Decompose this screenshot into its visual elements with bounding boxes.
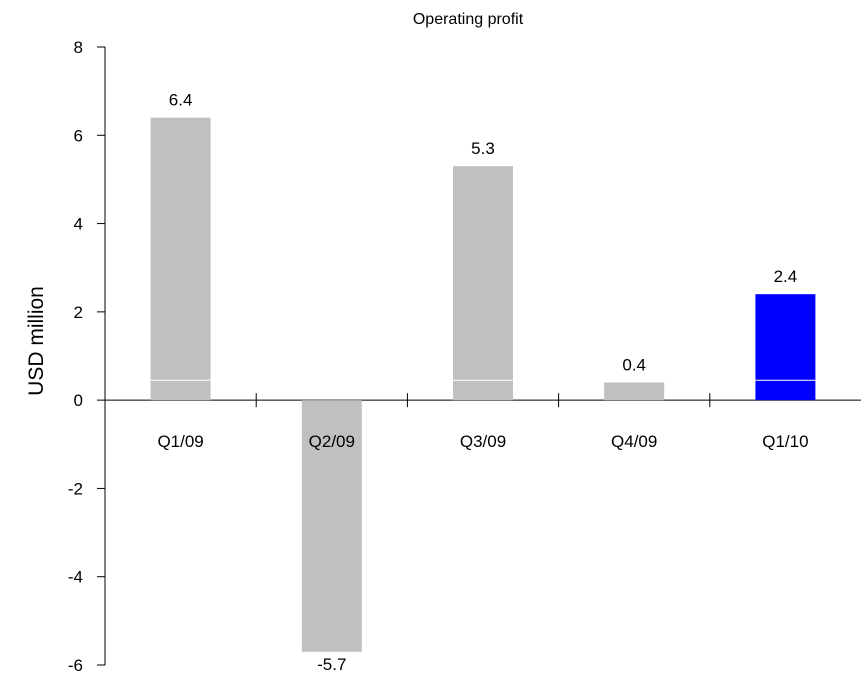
y-tick-label: 4 [74, 215, 83, 234]
y-axis: 8 6 4 2 0 -2 -4 -6 [68, 38, 106, 675]
bar-q1-10 [755, 294, 816, 401]
y-tick-label: -4 [68, 568, 83, 587]
bar-q3-09 [453, 166, 513, 401]
y-tick-label: -2 [68, 479, 83, 498]
y-tick-label: -6 [68, 656, 83, 675]
bar-q4-09 [604, 382, 665, 401]
data-label: 5.3 [471, 139, 495, 158]
category-label: Q3/09 [460, 432, 506, 451]
category-labels-group: Q1/09 Q2/09 Q3/09 Q4/09 Q1/10 [157, 432, 808, 451]
data-label: -5.7 [317, 655, 346, 674]
y-tick-label: 0 [74, 391, 83, 410]
category-label: Q1/09 [157, 432, 203, 451]
bar-q2-09 [301, 400, 362, 652]
category-label: Q1/10 [762, 432, 808, 451]
data-label: 0.4 [622, 355, 646, 374]
category-label: Q4/09 [611, 432, 657, 451]
data-label: 2.4 [774, 267, 798, 286]
y-axis-label: USD million [25, 286, 48, 396]
category-label: Q2/09 [309, 432, 355, 451]
bar-q1-09 [150, 117, 211, 401]
data-label: 6.4 [169, 91, 193, 110]
y-tick-label: 6 [74, 126, 83, 145]
y-tick-label: 8 [74, 38, 83, 57]
y-tick-label: 2 [74, 303, 83, 322]
data-labels-group: 6.4 -5.7 5.3 0.4 2.4 [169, 91, 797, 674]
chart-title: Operating profit [413, 11, 524, 28]
bars-group [150, 117, 816, 652]
